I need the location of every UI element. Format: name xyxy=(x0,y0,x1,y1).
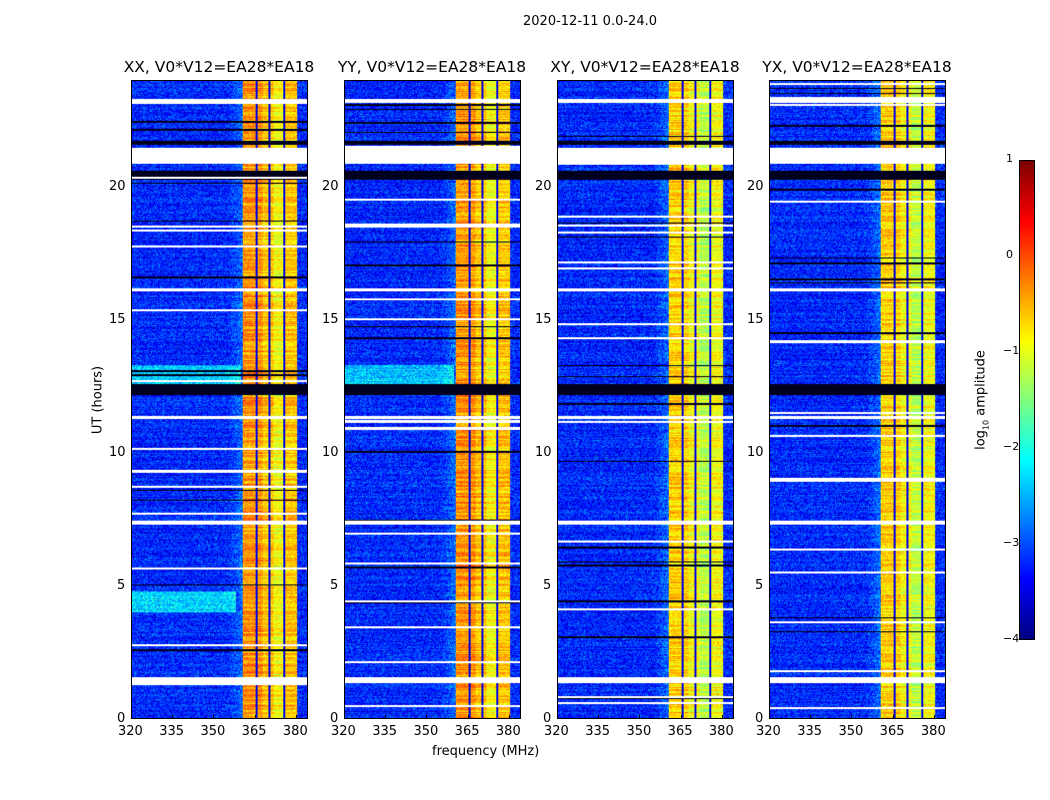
x-tick-label: 350 xyxy=(626,724,652,739)
y-tick-label: 15 xyxy=(322,311,339,327)
colorbar-tick-label: 0 xyxy=(1006,248,1013,261)
y-tick-label: 10 xyxy=(535,444,552,460)
x-tick-label: 335 xyxy=(585,724,611,739)
x-tick-mark xyxy=(131,715,132,719)
panel-title: YX, V0*V12=EA28*EA18 xyxy=(762,58,952,76)
colorbar-label-sub: 10 xyxy=(981,419,991,431)
y-tick-label: 15 xyxy=(535,311,552,327)
panel-title: XX, V0*V12=EA28*EA18 xyxy=(123,58,315,76)
x-tick-mark xyxy=(385,715,387,719)
x-tick-label: 320 xyxy=(331,724,356,739)
x-tick-label: 380 xyxy=(920,724,946,739)
y-tick-label: 15 xyxy=(747,311,764,327)
x-tick-label: 320 xyxy=(118,724,143,739)
x-tick-label: 350 xyxy=(200,724,226,739)
y-tick-label: 5 xyxy=(755,577,764,593)
x-tick-mark xyxy=(426,715,428,719)
x-axis-label: frequency (MHz) xyxy=(432,744,540,759)
panel-title: XY, V0*V12=EA28*EA18 xyxy=(550,58,740,76)
panel-title: YY, V0*V12=EA28*EA18 xyxy=(337,58,527,76)
y-tick-label: 5 xyxy=(117,577,126,593)
y-tick-label: 15 xyxy=(109,311,126,327)
y-tick-label: 0 xyxy=(755,711,764,726)
y-tick-label: 5 xyxy=(330,577,339,593)
colorbar-tick-label: −2 xyxy=(1003,440,1020,453)
y-tick-label: 10 xyxy=(109,444,126,460)
x-tick-label: 335 xyxy=(159,724,185,739)
x-tick-label: 320 xyxy=(756,724,781,739)
colorbar xyxy=(1019,160,1035,640)
colorbar-label: log10 amplitude xyxy=(974,350,991,450)
x-tick-mark xyxy=(467,715,469,719)
x-tick-label: 365 xyxy=(241,724,267,739)
x-tick-label: 365 xyxy=(879,724,905,739)
y-axis-label: UT (hours) xyxy=(90,365,106,435)
x-tick-mark xyxy=(810,715,812,719)
heatmap-image xyxy=(770,81,945,718)
colorbar-tick-label: −1 xyxy=(1003,344,1020,357)
figure-title: 2020-12-11 0.0-24.0 xyxy=(523,14,657,29)
x-tick-label: 320 xyxy=(544,724,569,739)
x-tick-label: 365 xyxy=(454,724,480,739)
x-tick-mark xyxy=(508,715,510,719)
x-tick-mark xyxy=(639,715,641,719)
x-tick-mark xyxy=(892,715,894,719)
y-tick-label: 20 xyxy=(109,178,126,194)
x-tick-mark xyxy=(344,715,345,719)
colorbar-gradient xyxy=(1020,161,1034,639)
x-tick-mark xyxy=(933,715,935,719)
heatmap-panel xyxy=(769,80,946,719)
x-tick-label: 350 xyxy=(413,724,439,739)
y-tick-label: 20 xyxy=(747,178,764,194)
x-tick-mark xyxy=(254,715,256,719)
x-tick-label: 335 xyxy=(797,724,823,739)
x-tick-label: 380 xyxy=(708,724,734,739)
heatmap-panel xyxy=(557,80,734,719)
x-tick-mark xyxy=(557,715,558,719)
heatmap-image xyxy=(132,81,307,718)
x-tick-mark xyxy=(598,715,600,719)
x-tick-label: 335 xyxy=(372,724,398,739)
x-tick-mark xyxy=(851,715,853,719)
colorbar-tick-label: −3 xyxy=(1003,536,1020,549)
x-tick-mark xyxy=(680,715,682,719)
y-tick-label: 5 xyxy=(543,577,552,593)
heatmap-image xyxy=(558,81,733,718)
x-tick-label: 350 xyxy=(838,724,864,739)
x-tick-mark xyxy=(769,715,770,719)
y-tick-label: 20 xyxy=(535,178,552,194)
y-tick-label: 0 xyxy=(117,711,126,726)
y-tick-label: 20 xyxy=(322,178,339,194)
x-tick-label: 365 xyxy=(667,724,693,739)
y-tick-label: 10 xyxy=(322,444,339,460)
heatmap-panel xyxy=(344,80,521,719)
y-tick-label: 0 xyxy=(330,711,339,726)
x-tick-mark xyxy=(172,715,174,719)
x-tick-label: 380 xyxy=(282,724,308,739)
colorbar-label-main: log xyxy=(973,430,989,450)
colorbar-tick-label: 1 xyxy=(1006,152,1013,165)
x-tick-mark xyxy=(213,715,215,719)
heatmap-panel xyxy=(131,80,308,719)
colorbar-label-rest: amplitude xyxy=(973,350,989,420)
y-tick-label: 10 xyxy=(747,444,764,460)
x-tick-mark xyxy=(295,715,297,719)
heatmap-image xyxy=(345,81,520,718)
colorbar-tick-label: −4 xyxy=(1003,632,1020,645)
x-tick-mark xyxy=(721,715,723,719)
x-tick-label: 380 xyxy=(495,724,521,739)
y-tick-label: 0 xyxy=(543,711,552,726)
